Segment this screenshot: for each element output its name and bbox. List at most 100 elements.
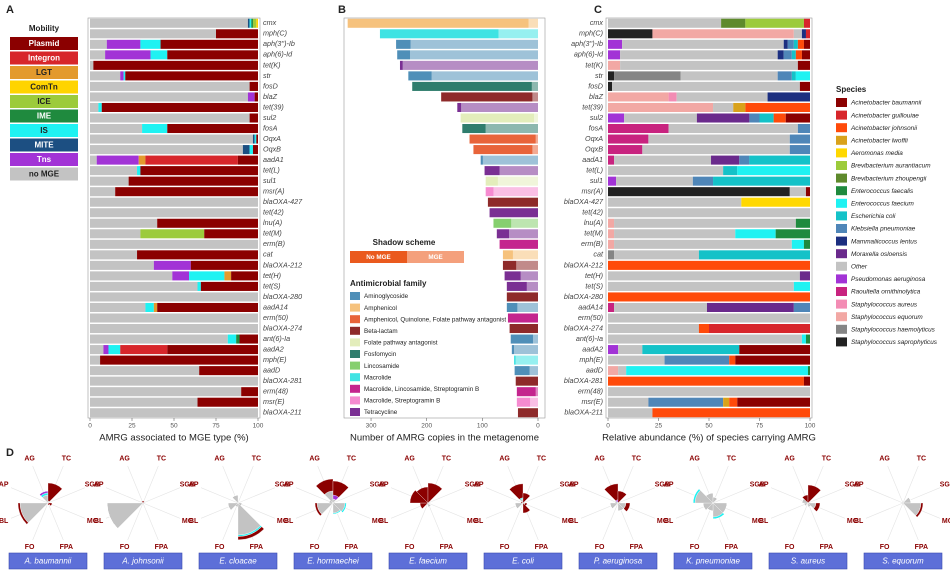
bar-segment	[90, 166, 138, 176]
bar-segment	[90, 345, 104, 355]
bar-segment	[90, 355, 101, 365]
legend-swatch	[836, 198, 847, 208]
bar-segment	[509, 324, 538, 334]
spoke	[865, 502, 904, 519]
bar-segment	[512, 250, 538, 260]
bar-segment	[150, 50, 168, 60]
bar-segment	[90, 50, 106, 60]
bar-segment	[90, 71, 121, 81]
wedge-segment	[509, 483, 524, 500]
bar-segment	[506, 292, 538, 302]
gene-label: blaOXA-427	[263, 197, 303, 206]
spoke	[770, 487, 809, 504]
bar-segment	[167, 345, 258, 355]
gene-label: sul1	[263, 176, 276, 185]
sector-label: TC	[157, 455, 166, 462]
bar-segment	[745, 102, 810, 112]
bar-segment	[489, 208, 538, 218]
bar-segment	[608, 134, 649, 144]
bar-segment	[797, 39, 804, 49]
bar-segment	[197, 397, 258, 407]
bar-segment	[535, 134, 538, 144]
bar-segment	[138, 155, 146, 165]
spoke	[200, 487, 239, 504]
gene-label: tet(L)	[586, 166, 603, 175]
bar-segment	[509, 229, 538, 239]
wedge-segment	[609, 502, 613, 509]
legend-label: Tetracycline	[364, 409, 398, 416]
legend-label: Klebsiella pneumoniae	[851, 226, 916, 233]
legend-label: Fosfomycin	[364, 351, 397, 358]
spoke	[142, 502, 159, 541]
gene-label: blaOXA-211	[263, 408, 302, 417]
gene-label: tet(42)	[263, 208, 284, 217]
sector-label: SGB	[940, 481, 950, 488]
bar-segment	[773, 113, 786, 123]
sector-label: FO	[690, 544, 700, 551]
bar-segment	[668, 92, 677, 102]
wedge-segment	[409, 490, 429, 504]
bar-segment	[241, 387, 258, 397]
legend-title: Mobility	[29, 24, 60, 33]
bar-segment	[608, 176, 617, 186]
spoke	[887, 465, 904, 504]
sector-label: MC	[277, 518, 288, 525]
bar-segment	[735, 355, 810, 365]
sector-label: BL	[569, 518, 579, 525]
gene-label: OqxA	[263, 134, 281, 143]
legend-swatch	[10, 167, 78, 181]
legend-swatch	[836, 324, 847, 334]
bar-segment	[791, 50, 796, 60]
sector-label: MC	[467, 518, 478, 525]
bar-segment	[252, 134, 255, 144]
bar-segment	[460, 113, 535, 123]
spoke	[770, 502, 809, 519]
spoke	[427, 487, 466, 504]
bar-segment	[528, 18, 538, 28]
shadow-swatch	[407, 251, 464, 263]
bar-segment	[777, 50, 784, 60]
spoke	[522, 502, 561, 519]
x-tick-label: 0	[88, 423, 92, 430]
bar-segment	[487, 197, 538, 207]
legend-swatch	[836, 299, 847, 309]
bar-segment	[529, 366, 538, 376]
bar-segment	[795, 218, 810, 228]
legend-swatch	[836, 110, 847, 120]
gene-label: blaOXA-281	[564, 376, 603, 385]
bar-segment	[101, 102, 258, 112]
bar-segment	[698, 324, 709, 334]
gene-label: erm(48)	[578, 387, 603, 396]
species-box	[8, 552, 88, 570]
sector-label: SGB	[465, 481, 480, 488]
wedge-segment	[617, 508, 624, 512]
species-label: E. coli	[512, 557, 534, 566]
sector-label: SGB	[845, 481, 860, 488]
bar-segment	[90, 81, 250, 91]
spoke	[295, 487, 334, 504]
bar-segment	[120, 71, 124, 81]
legend-swatch	[350, 396, 360, 405]
sector-label: AG	[119, 455, 130, 462]
bar-segment	[614, 218, 796, 228]
bar-segment	[409, 50, 538, 60]
bar-segment	[247, 92, 255, 102]
bar-segment	[803, 18, 810, 28]
spoke	[902, 502, 919, 541]
x-axis-label: AMRG associated to MGE type (%)	[99, 433, 248, 444]
x-tick-label: 0	[536, 423, 540, 430]
bar-segment	[706, 302, 794, 312]
legend-swatch	[10, 124, 78, 137]
legend-label: Brevibacterium zhoupengii	[851, 175, 927, 182]
sector-label: BL	[759, 518, 769, 525]
bar-segment	[251, 18, 253, 28]
spoke	[412, 502, 429, 541]
sector-label: FO	[405, 544, 415, 551]
bar-segment	[723, 166, 738, 176]
bar-segment	[648, 397, 724, 407]
sector-label: AG	[24, 455, 35, 462]
bar-segment	[224, 271, 232, 281]
species-label: A. johnsonii	[121, 557, 164, 566]
legend-swatch	[836, 224, 847, 233]
bar-segment	[100, 355, 258, 365]
